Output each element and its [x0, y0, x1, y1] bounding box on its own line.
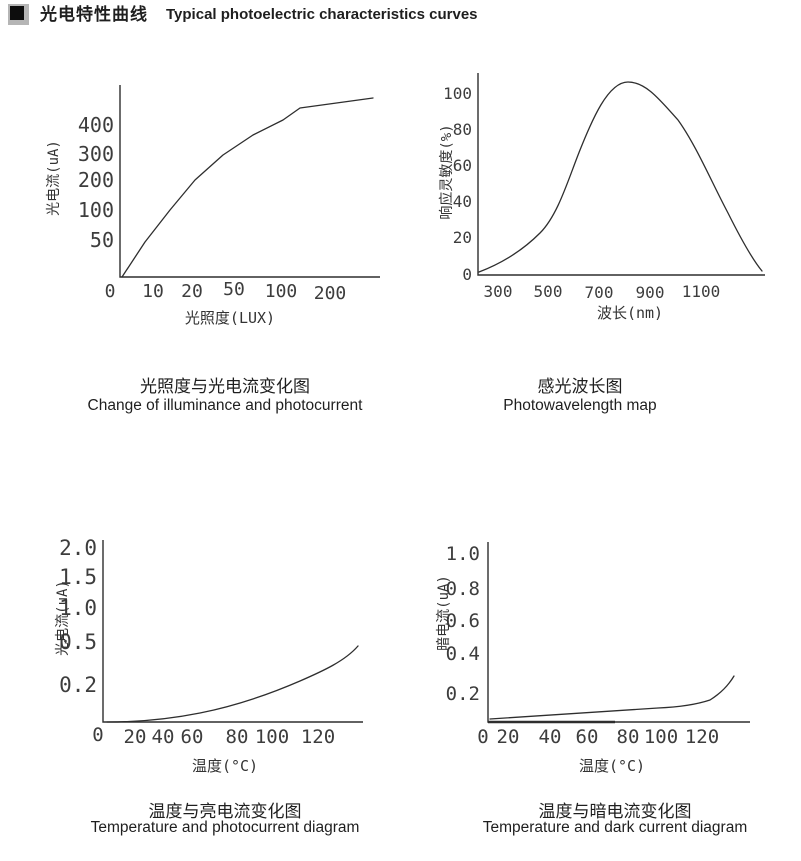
- y-tick: 400: [78, 113, 114, 137]
- temp-darkcurrent-x-axis-label: 温度(°C): [578, 757, 646, 775]
- temp-photocurrent-curve: [106, 645, 359, 723]
- x-tick: 20: [497, 726, 520, 748]
- x-tick: 40: [539, 726, 562, 748]
- y-tick: 60: [453, 156, 472, 175]
- y-tick: 0.6: [446, 610, 480, 632]
- y-tick: 1.0: [59, 596, 97, 620]
- y-tick: 1.5: [59, 565, 97, 589]
- section-header: 光电特性曲线 Typical photoelectric characteris…: [8, 4, 478, 25]
- x-tick: 120: [301, 726, 335, 748]
- illuminance-curve: [121, 97, 374, 278]
- x-tick: 80: [617, 726, 640, 748]
- x-tick: 200: [314, 283, 347, 304]
- y-tick: 50: [90, 228, 114, 252]
- y-tick: 300: [78, 142, 114, 166]
- spectral-curve: [478, 81, 763, 273]
- illuminance-x-axis-label: 光照度(LUX): [184, 309, 276, 327]
- x-tick: 100: [255, 726, 289, 748]
- temp-photocurrent-caption-en: Temperature and photocurrent diagram: [90, 819, 360, 836]
- temp-darkcurrent-caption-en: Temperature and dark current diagram: [482, 819, 748, 836]
- origin-tick: 0: [92, 724, 103, 746]
- x-tick: 20: [181, 281, 203, 302]
- spectral-caption-zh: 感光波长图: [537, 377, 623, 396]
- x-tick: 900: [636, 283, 665, 302]
- y-tick: 0.2: [446, 683, 480, 705]
- spectral-axes: [477, 73, 765, 276]
- temp-photocurrent-y-axis-label: 光电流(uA): [55, 580, 71, 656]
- y-tick: 0.5: [59, 630, 97, 654]
- illuminance-caption-en: Change of illuminance and photocurrent: [87, 397, 363, 414]
- x-tick: 50: [223, 279, 245, 300]
- temp-darkcurrent-chart: 1.0 0.8 0.6 0.4 0.2 0 20 40 60 80 100 12…: [446, 542, 750, 748]
- x-tick: 80: [226, 726, 249, 748]
- temp-photocurrent-chart: 2.0 1.5 1.0 0.5 0.2 0 20 40 60 80 100 12…: [59, 536, 363, 748]
- illuminance-chart: 400 300 200 100 50 0 10 20 50 100 200: [78, 85, 380, 304]
- y-tick: 0.4: [446, 643, 480, 665]
- illuminance-axes: [119, 85, 380, 278]
- y-tick: 200: [78, 168, 114, 192]
- x-tick: 40: [152, 726, 175, 748]
- spectral-chart: 100 80 60 40 20 0 300 500 700 900 1100: [443, 73, 765, 302]
- x-tick: 100: [265, 281, 298, 302]
- x-tick: 0: [477, 726, 488, 748]
- x-tick: 500: [534, 282, 563, 301]
- section-bullet-inner-square: [10, 6, 24, 20]
- origin-tick: 0: [105, 281, 116, 302]
- spectral-x-axis-label: 波长(nm): [596, 304, 664, 322]
- y-tick: 2.0: [59, 536, 97, 560]
- spectral-caption-en: Photowavelength map: [503, 397, 657, 414]
- y-tick: 40: [453, 192, 472, 211]
- y-tick: 100: [78, 198, 114, 222]
- x-tick: 60: [576, 726, 599, 748]
- temp-darkcurrent-axes: [487, 542, 750, 723]
- temp-photocurrent-caption-zh: 温度与亮电流变化图: [148, 802, 302, 821]
- x-tick: 60: [181, 726, 204, 748]
- x-tick: 20: [124, 726, 147, 748]
- illuminance-caption-zh: 光照度与光电流变化图: [140, 377, 310, 396]
- x-tick: 700: [585, 283, 614, 302]
- spectral-y-axis-label: 响应灵敏度(%): [439, 124, 455, 220]
- x-tick: 10: [142, 281, 164, 302]
- illuminance-y-axis-label: 光电流(uA): [46, 140, 62, 216]
- temp-darkcurrent-caption-zh: 温度与暗电流变化图: [538, 802, 692, 821]
- y-tick: 100: [443, 84, 472, 103]
- x-tick: 120: [685, 726, 719, 748]
- y-tick: 0: [462, 265, 472, 284]
- y-tick: 1.0: [446, 543, 480, 565]
- section-title-en: Typical photoelectric characteristics cu…: [166, 6, 478, 23]
- temp-photocurrent-axes: [102, 540, 363, 723]
- y-tick: 20: [453, 228, 472, 247]
- section-title-zh: 光电特性曲线: [40, 5, 148, 24]
- x-tick: 300: [484, 282, 513, 301]
- y-tick: 0.8: [446, 578, 480, 600]
- x-tick: 100: [644, 726, 678, 748]
- y-tick: 80: [453, 120, 472, 139]
- x-tick: 1100: [682, 282, 721, 301]
- section-bullet-icon: [8, 4, 29, 25]
- temp-darkcurrent-y-axis-label: 暗电流(uA): [436, 575, 452, 651]
- temp-darkcurrent-curve: [489, 675, 735, 720]
- temp-photocurrent-x-axis-label: 温度(°C): [191, 757, 259, 775]
- y-tick: 0.2: [59, 673, 97, 697]
